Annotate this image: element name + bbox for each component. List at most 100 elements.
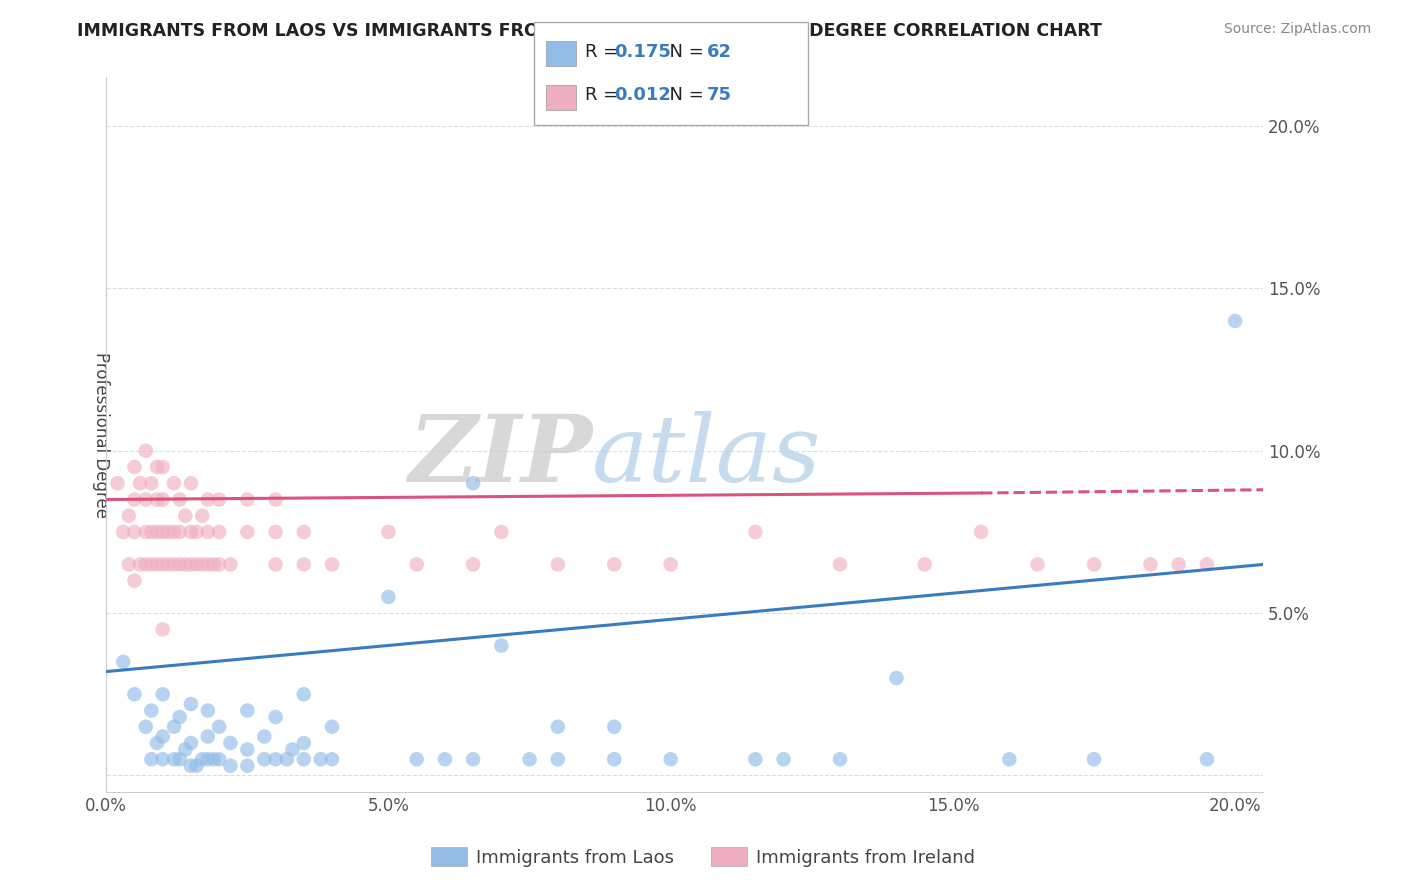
Point xyxy=(186,758,208,772)
Text: 0.012: 0.012 xyxy=(614,87,671,104)
Point xyxy=(208,720,231,734)
Point xyxy=(146,524,169,539)
Point xyxy=(1083,558,1105,572)
Point xyxy=(135,524,157,539)
Point xyxy=(208,524,231,539)
Point xyxy=(157,558,180,572)
Point xyxy=(405,752,427,766)
Point xyxy=(219,558,242,572)
Point xyxy=(186,524,208,539)
Point xyxy=(118,508,141,523)
Point xyxy=(146,736,169,750)
Point xyxy=(124,492,146,507)
Point xyxy=(152,687,174,701)
Point xyxy=(253,730,276,744)
Point xyxy=(659,558,682,572)
Point xyxy=(197,524,219,539)
Point xyxy=(191,508,214,523)
Point xyxy=(603,720,626,734)
Point xyxy=(135,558,157,572)
Text: ZIP: ZIP xyxy=(408,411,592,501)
Point xyxy=(463,476,485,491)
Point xyxy=(135,492,157,507)
Point xyxy=(174,558,197,572)
Text: R =: R = xyxy=(585,87,624,104)
Text: atlas: atlas xyxy=(592,411,821,501)
Point xyxy=(236,758,259,772)
Point xyxy=(169,558,191,572)
Point xyxy=(744,752,766,766)
Point xyxy=(157,524,180,539)
Point xyxy=(163,720,186,734)
Point xyxy=(124,460,146,475)
Point xyxy=(208,752,231,766)
Point xyxy=(219,758,242,772)
Point xyxy=(970,524,993,539)
Point xyxy=(197,730,219,744)
Text: IMMIGRANTS FROM LAOS VS IMMIGRANTS FROM IRELAND PROFESSIONAL DEGREE CORRELATION : IMMIGRANTS FROM LAOS VS IMMIGRANTS FROM … xyxy=(77,22,1102,40)
Point xyxy=(321,720,343,734)
Point xyxy=(146,558,169,572)
Legend: Immigrants from Laos, Immigrants from Ireland: Immigrants from Laos, Immigrants from Ir… xyxy=(425,840,981,874)
Point xyxy=(163,476,186,491)
Point xyxy=(146,460,169,475)
Point xyxy=(135,720,157,734)
Point xyxy=(118,558,141,572)
Point xyxy=(191,752,214,766)
Point xyxy=(141,558,163,572)
Point xyxy=(169,524,191,539)
Point xyxy=(1195,558,1218,572)
Point xyxy=(163,524,186,539)
Point xyxy=(202,558,225,572)
Point xyxy=(292,687,315,701)
Point xyxy=(321,752,343,766)
Text: N =: N = xyxy=(658,87,710,104)
Point xyxy=(253,752,276,766)
Point xyxy=(124,524,146,539)
Point xyxy=(463,558,485,572)
Point xyxy=(141,752,163,766)
Point xyxy=(152,524,174,539)
Point xyxy=(152,492,174,507)
Point xyxy=(135,443,157,458)
Point xyxy=(463,752,485,766)
Point xyxy=(180,558,202,572)
Point xyxy=(163,558,186,572)
Point xyxy=(433,752,456,766)
Point xyxy=(129,558,152,572)
Point xyxy=(1195,752,1218,766)
Point xyxy=(276,752,298,766)
Point xyxy=(1167,558,1189,572)
Text: R =: R = xyxy=(585,43,624,61)
Point xyxy=(292,524,315,539)
Point xyxy=(197,704,219,718)
Point xyxy=(163,752,186,766)
Point xyxy=(264,492,287,507)
Point xyxy=(107,476,129,491)
Text: 62: 62 xyxy=(707,43,733,61)
Point xyxy=(197,492,219,507)
Point xyxy=(1083,752,1105,766)
Point xyxy=(236,742,259,756)
Point xyxy=(292,736,315,750)
Point xyxy=(124,687,146,701)
Point xyxy=(603,558,626,572)
Point xyxy=(264,752,287,766)
Point xyxy=(547,558,569,572)
Text: N =: N = xyxy=(658,43,710,61)
Point xyxy=(377,590,399,604)
Point xyxy=(186,558,208,572)
Point xyxy=(744,524,766,539)
Point xyxy=(491,524,513,539)
Point xyxy=(169,710,191,724)
Text: Source: ZipAtlas.com: Source: ZipAtlas.com xyxy=(1223,22,1371,37)
Point xyxy=(603,752,626,766)
Point xyxy=(197,752,219,766)
Y-axis label: Professional Degree: Professional Degree xyxy=(93,351,110,517)
Point xyxy=(292,752,315,766)
Point xyxy=(828,558,851,572)
Point xyxy=(219,736,242,750)
Point xyxy=(141,476,163,491)
Point xyxy=(998,752,1021,766)
Point xyxy=(1139,558,1161,572)
